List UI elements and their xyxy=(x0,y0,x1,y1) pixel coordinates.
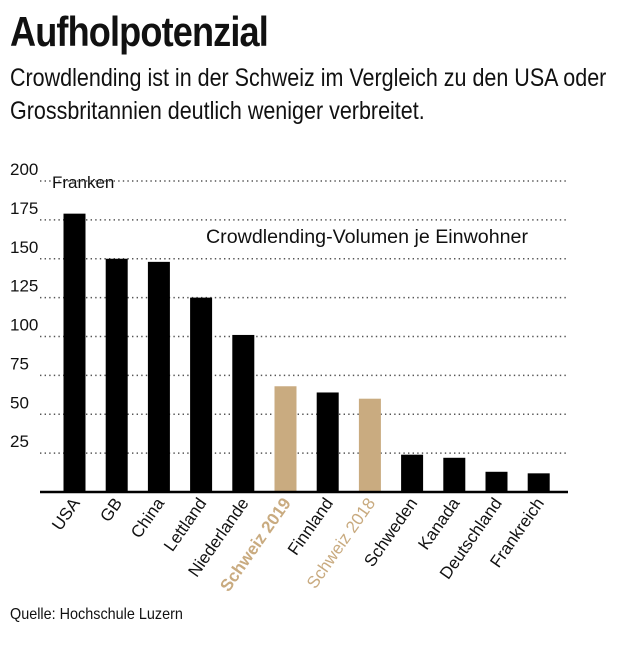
x-category-label: GB xyxy=(96,494,126,525)
bar-niederlande xyxy=(232,334,255,492)
bar-china xyxy=(147,261,170,492)
bar-finnland xyxy=(316,392,339,492)
y-tick-label: 25 xyxy=(10,432,29,451)
bar-schweden xyxy=(401,454,424,492)
y-tick-label: 100 xyxy=(10,316,38,335)
inner-title-background xyxy=(200,222,536,250)
bar-frankreich xyxy=(527,473,550,492)
y-axis-unit-label: Franken xyxy=(52,173,114,192)
bar-lettland xyxy=(190,297,213,492)
bar-usa xyxy=(63,213,86,492)
chart-title: Aufholpotenzial xyxy=(10,8,269,55)
y-tick-label: 50 xyxy=(10,393,29,412)
y-tick-label: 200 xyxy=(10,160,38,179)
x-category-label: USA xyxy=(48,494,84,534)
bar-schweiz-2019 xyxy=(274,386,297,492)
y-tick-label: 75 xyxy=(10,354,29,373)
bar-chart: 25 50 75 100 125 150 175 200 Franken Crowdlendi… xyxy=(10,160,568,595)
bar-deutschland xyxy=(485,471,508,492)
y-tick-label: 125 xyxy=(10,277,38,296)
y-tick-label: 150 xyxy=(10,238,38,257)
x-category-label: China xyxy=(127,494,168,542)
y-tick-label: 175 xyxy=(10,199,38,218)
bar-gb xyxy=(105,258,128,492)
bar-schweiz-2018 xyxy=(358,398,381,492)
chart-subtitle: Crowdlending ist in der Schweiz im Vergl… xyxy=(10,64,607,125)
source-note: Quelle: Hochschule Luzern xyxy=(10,606,183,623)
bar-kanada xyxy=(443,457,466,492)
inner-chart-title: Crowdlending-Volumen je Einwohner xyxy=(206,227,529,248)
